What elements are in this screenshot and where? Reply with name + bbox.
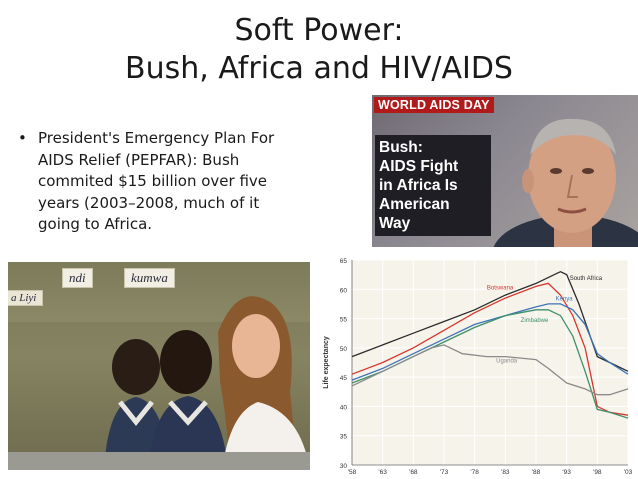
news-photo: WORLD AIDS DAY Bush: AIDS Fight in Afric… <box>372 95 638 247</box>
slide-title: Soft Power: Bush, Africa and HIV/AIDS <box>0 12 638 88</box>
life-expectancy-chart: 30 35 40 45 50 55 60 65 '58 '63 '68 '73 '78 '83 '88 '93… <box>323 258 633 476</box>
x-tick-label: '68 <box>409 469 418 476</box>
y-tick-label: 30 <box>340 463 348 470</box>
bullet-line: President's Emergency Plan For <box>38 129 275 147</box>
board-label-ndi: ndi <box>62 268 93 288</box>
x-tick-label: '58 <box>348 469 357 476</box>
series-label: Uganda <box>496 359 518 365</box>
y-axis-label: Life expectancy <box>323 336 330 389</box>
headline-line: in Africa Is <box>379 177 458 194</box>
series-line <box>351 344 629 396</box>
series-label: South Africa <box>570 276 603 282</box>
series-line <box>351 282 629 416</box>
title-line-1: Soft Power: <box>234 13 404 48</box>
x-tick-label: '83 <box>501 469 510 476</box>
y-tick-label: 45 <box>340 375 348 382</box>
series-label: Botswana <box>487 285 514 291</box>
x-tick-label: '93 <box>562 469 571 476</box>
x-tick-label: '73 <box>440 469 449 476</box>
y-tick-label: 55 <box>340 317 348 324</box>
headline-line: American Way <box>379 196 450 232</box>
headline-line: AIDS Fight <box>379 158 459 175</box>
title-line-2: Bush, Africa and HIV/AIDS <box>125 51 513 86</box>
bullet-list: • President's Emergency Plan For AIDS Re… <box>18 128 338 236</box>
board-label-edge: a Liyi <box>8 290 44 306</box>
bullet-marker: • <box>18 129 27 147</box>
news-tag: WORLD AIDS DAY <box>374 97 494 113</box>
x-tick-label: '63 <box>378 469 387 476</box>
classroom-photo: ndi kumwa a Liyi <box>8 262 310 470</box>
y-tick-label: 35 <box>340 434 348 441</box>
y-tick-label: 60 <box>340 287 348 294</box>
x-tick-label: '78 <box>470 469 479 476</box>
classroom-people <box>8 296 310 470</box>
bullet-line: going to Africa. <box>38 215 153 233</box>
y-tick-label: 40 <box>340 404 348 411</box>
board-label-kumwa: kumwa <box>124 268 175 288</box>
series-line <box>351 303 629 381</box>
x-tick-label: '88 <box>532 469 541 476</box>
headline-line: Bush: <box>379 139 423 156</box>
bush-portrait <box>493 118 638 247</box>
x-tick-label: '03 <box>624 469 633 476</box>
series-label: Kenya <box>556 296 574 302</box>
bullet-line: commited $15 billion over five <box>38 172 268 190</box>
y-tick-label: 65 <box>340 258 348 265</box>
x-tick-label: '98 <box>593 469 602 476</box>
news-headline: Bush: AIDS Fight in Africa Is American W… <box>375 135 491 236</box>
series-label: Zimbabwe <box>521 318 549 324</box>
bullet-line: AIDS Relief (PEPFAR): Bush <box>38 150 240 169</box>
bullet-line: years (2003–2008, much of it <box>38 193 260 212</box>
y-tick-label: 50 <box>340 346 348 353</box>
